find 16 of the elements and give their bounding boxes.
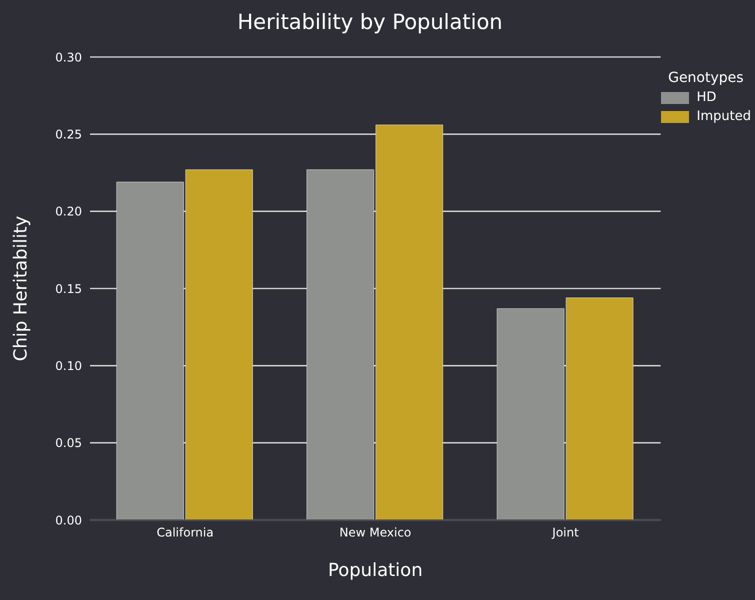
y-tick-label: 0.25 xyxy=(55,127,82,142)
x-tick-label: New Mexico xyxy=(339,526,412,540)
x-tick-label: Joint xyxy=(551,526,580,540)
y-tick-label: 0.30 xyxy=(55,50,82,64)
legend-label: HD xyxy=(696,90,716,105)
y-tick-label: 0.10 xyxy=(55,358,82,373)
y-axis-title: Chip Heritability xyxy=(10,215,32,362)
legend-title: Genotypes xyxy=(667,70,745,86)
y-tick-label: 0.15 xyxy=(55,282,82,296)
chart-title: Heritability by Population xyxy=(236,10,504,34)
legend-label: Imputed xyxy=(696,109,751,124)
x-tick-label: California xyxy=(156,526,214,540)
y-tick-label: 0.00 xyxy=(55,513,82,528)
x-axis-title: Population xyxy=(328,560,423,581)
y-tick-label: 0.20 xyxy=(55,204,82,219)
y-tick-label: 0.05 xyxy=(55,436,82,450)
